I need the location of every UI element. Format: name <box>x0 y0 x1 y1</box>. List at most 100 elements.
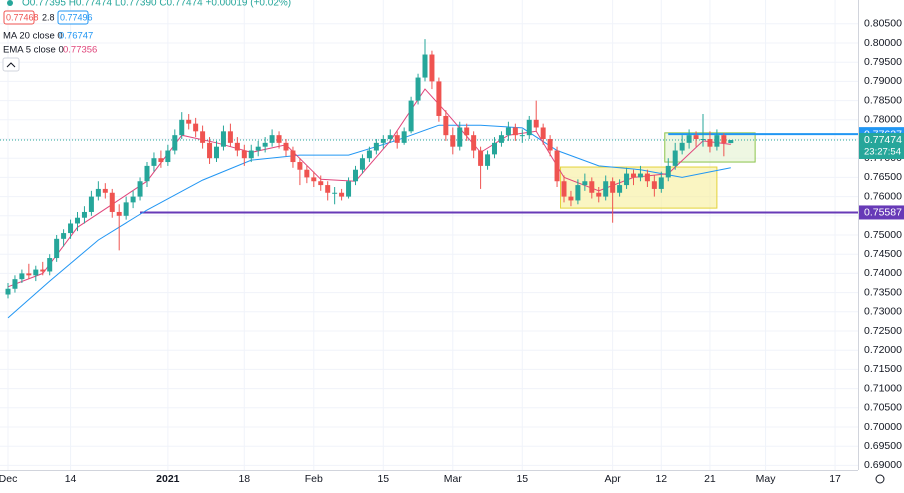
x-tick-label: 18 <box>238 473 250 485</box>
candle-body <box>19 273 25 280</box>
candle-body <box>568 196 574 201</box>
collapse-button[interactable] <box>2 57 20 72</box>
x-tick-label: 14 <box>65 473 77 485</box>
candle-body <box>679 142 685 151</box>
candle-body <box>561 181 567 197</box>
candle-body <box>394 135 400 143</box>
candle-body <box>422 54 428 78</box>
candle-body <box>644 173 650 182</box>
candle-body <box>151 158 157 166</box>
x-tick-label: 21 <box>704 473 716 485</box>
legend-name: EMA 5 close 0 <box>3 45 64 56</box>
y-tick-label: 0.70500 <box>864 402 902 414</box>
ask-price: 0.77496 <box>60 12 93 22</box>
candle-body <box>193 123 199 132</box>
candle-body <box>728 140 734 144</box>
candle-body <box>707 139 713 147</box>
y-tick-label: 0.79000 <box>864 75 902 87</box>
candle-body <box>492 142 497 155</box>
price-label: 0.75587 <box>864 207 902 219</box>
candle-body <box>95 188 101 197</box>
collapse-icon <box>6 62 16 68</box>
candle-body <box>554 150 560 182</box>
zone <box>560 166 718 209</box>
candle-body <box>533 119 539 128</box>
y-tick-label: 0.76500 <box>864 171 902 183</box>
y-tick-label: 0.80000 <box>864 37 902 49</box>
ohlc-legend: O0.77395 H0.77474 L0.77390 C0.77474 +0.0… <box>22 0 291 9</box>
candle-body <box>651 181 657 189</box>
y-tick-label: 0.78000 <box>864 114 902 126</box>
x-tick-label: Mar <box>444 473 463 485</box>
candle-body <box>700 139 706 141</box>
spread: 2.8 <box>42 12 55 22</box>
candle-body <box>304 169 310 178</box>
candle-body <box>485 154 491 166</box>
candle-body <box>478 150 484 166</box>
y-tick-label: 0.74500 <box>864 248 902 260</box>
x-tick-label: Feb <box>305 473 323 485</box>
y-tick-label: 0.75000 <box>864 229 902 241</box>
candle-body <box>172 135 178 151</box>
candle-body <box>297 162 303 170</box>
candle-body <box>631 173 636 178</box>
candle-body <box>207 142 213 159</box>
candle-body <box>54 238 60 259</box>
candle-body <box>575 185 581 201</box>
candle-body <box>130 196 136 203</box>
y-tick-label: 0.76000 <box>864 190 902 202</box>
x-tick-label: Dec <box>0 473 17 485</box>
candle-body <box>116 211 122 216</box>
symbol-icon <box>7 0 13 6</box>
candle-body <box>325 185 331 193</box>
x-tick-label: 2021 <box>156 473 180 485</box>
candle-body <box>262 142 268 147</box>
candle-body <box>40 269 46 272</box>
candle-body <box>547 139 553 151</box>
candle-body <box>200 131 206 143</box>
x-tick-label: 17 <box>829 473 841 485</box>
candle-body <box>269 135 275 143</box>
candle-body <box>332 192 338 194</box>
candle-body <box>346 181 352 197</box>
legend-value: 0.77356 <box>63 45 97 56</box>
candle-body <box>359 158 365 170</box>
y-tick-label: 0.80500 <box>864 18 902 30</box>
settings-icon[interactable] <box>875 474 885 484</box>
ask-box <box>57 10 89 25</box>
y-tick-label: 0.69500 <box>864 440 902 452</box>
candle-body <box>450 135 456 147</box>
candle-body <box>443 115 449 136</box>
candle-body <box>158 158 164 163</box>
x-tick-label: May <box>756 473 777 485</box>
candle-body <box>318 181 324 186</box>
candle-body <box>617 185 623 193</box>
y-tick-label: 0.74000 <box>864 267 902 279</box>
candle-body <box>214 146 219 159</box>
candle-body <box>179 119 185 136</box>
candle-body <box>68 223 74 234</box>
bid-price: 0.77468 <box>6 12 39 22</box>
candle-body <box>526 119 532 136</box>
candle-body <box>624 173 630 186</box>
candle-body <box>436 81 442 116</box>
candle-body <box>339 192 345 197</box>
y-tick-label: 0.69000 <box>864 459 902 471</box>
candle-body <box>721 135 727 144</box>
candle-body <box>248 150 254 159</box>
y-tick-label: 0.71500 <box>864 363 902 375</box>
candle-body <box>540 127 546 140</box>
countdown-label: 23:27:54 <box>864 147 901 158</box>
price-label-box <box>859 205 904 220</box>
candle-body <box>234 142 240 151</box>
candle-body <box>387 135 393 140</box>
candle-body <box>366 150 372 159</box>
candle-body <box>353 169 358 182</box>
candle-body <box>276 135 282 143</box>
candle-body <box>457 127 463 147</box>
candle-body <box>137 181 143 197</box>
candle-body <box>596 192 602 197</box>
price-label: 0.77474 <box>864 134 902 146</box>
candle-body <box>220 131 226 147</box>
